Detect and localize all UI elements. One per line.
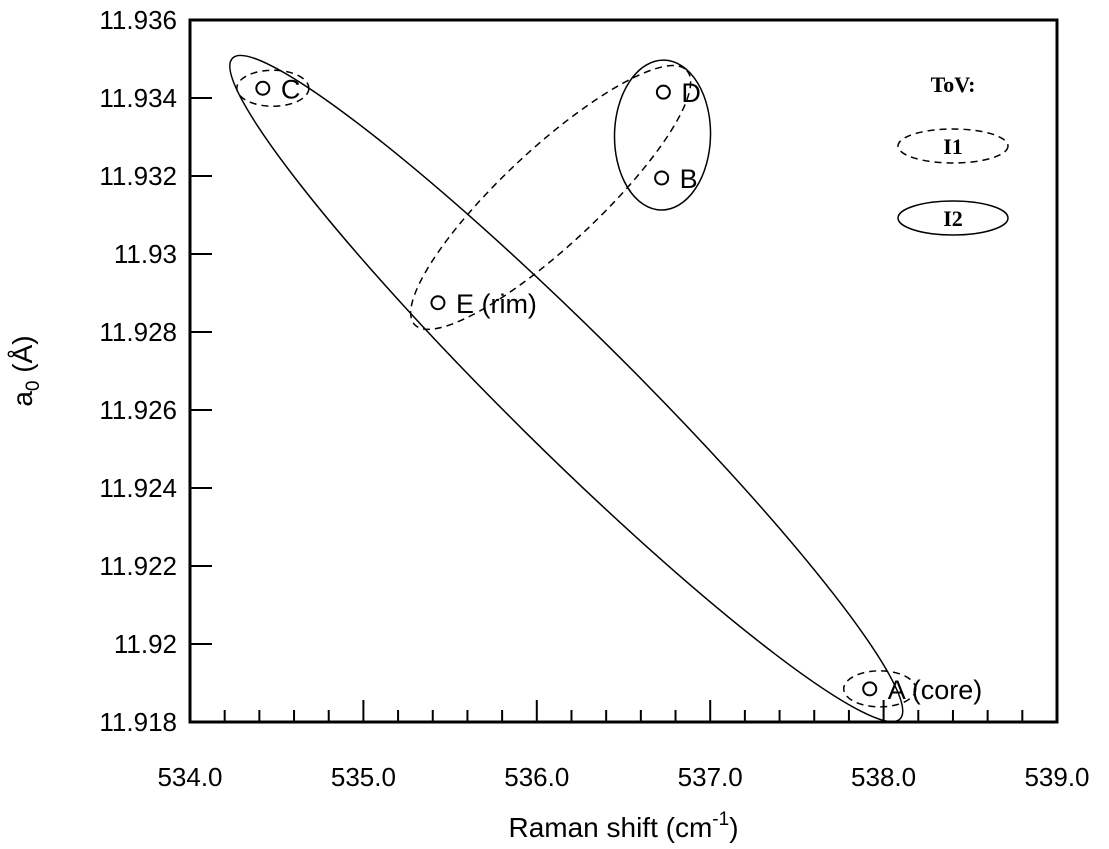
x-tick-label: 537.0: [678, 762, 743, 792]
y-tick-label: 11.932: [99, 161, 177, 191]
data-point: [655, 84, 671, 100]
x-tick-label: 538.0: [851, 762, 916, 792]
x-tick-label: 535.0: [331, 762, 396, 792]
x-tick-label: 539.0: [1024, 762, 1089, 792]
axis-ticks: [190, 97, 1024, 722]
y-tick-label: 11.934: [99, 83, 177, 113]
ellipse-i1: [842, 670, 917, 708]
y-tick-label: 11.926: [99, 395, 177, 425]
plot-frame: [188, 18, 1059, 724]
point-label: C: [281, 74, 301, 104]
data-points: [255, 80, 878, 697]
legend: ToV: I1 I2: [897, 72, 1009, 236]
legend-item-label: I2: [943, 206, 963, 231]
y-tick-label: 11.93: [114, 239, 177, 269]
point-label: E (rim): [456, 289, 537, 319]
y-tick-label: 11.928: [99, 317, 177, 347]
ellipse-i2: [613, 59, 712, 211]
x-axis-title: Raman shift (cm-1): [508, 809, 738, 843]
y-tick-labels: 11.918 11.92 11.922 11.924 11.926 11.928 11.93…: [99, 5, 177, 737]
y-axis-title: a0 (Å): [7, 335, 44, 406]
legend-items: I1 I2: [897, 128, 1009, 236]
data-point: [862, 681, 878, 697]
grouping-ellipses: [229, 54, 917, 723]
x-tick-label: 536.0: [504, 762, 569, 792]
y-tick-label: 11.936: [99, 5, 177, 35]
ellipse-i2: [229, 54, 904, 723]
ellipse-i1: [236, 69, 310, 107]
legend-item-label: I1: [943, 134, 963, 159]
x-tick-label: 534.0: [157, 762, 222, 792]
y-tick-label: 11.922: [99, 551, 177, 581]
point-label: A (core): [888, 675, 983, 705]
y-tick-label: 11.924: [99, 473, 177, 503]
legend-swatch: [897, 128, 1009, 164]
ellipse-i1: [409, 64, 692, 331]
point-label: D: [681, 78, 701, 108]
data-point: [255, 80, 271, 96]
legend-title: ToV:: [931, 72, 976, 97]
y-tick-label: 11.918: [99, 707, 177, 737]
legend-swatch: [897, 200, 1009, 236]
data-point: [430, 295, 446, 311]
point-labels: C D B E (rim) A (core): [281, 74, 982, 705]
point-label: B: [680, 164, 698, 194]
x-tick-labels: 534.0 535.0 536.0 537.0 538.0 539.0: [157, 762, 1089, 792]
y-tick-label: 11.92: [114, 629, 177, 659]
data-point: [654, 170, 670, 186]
